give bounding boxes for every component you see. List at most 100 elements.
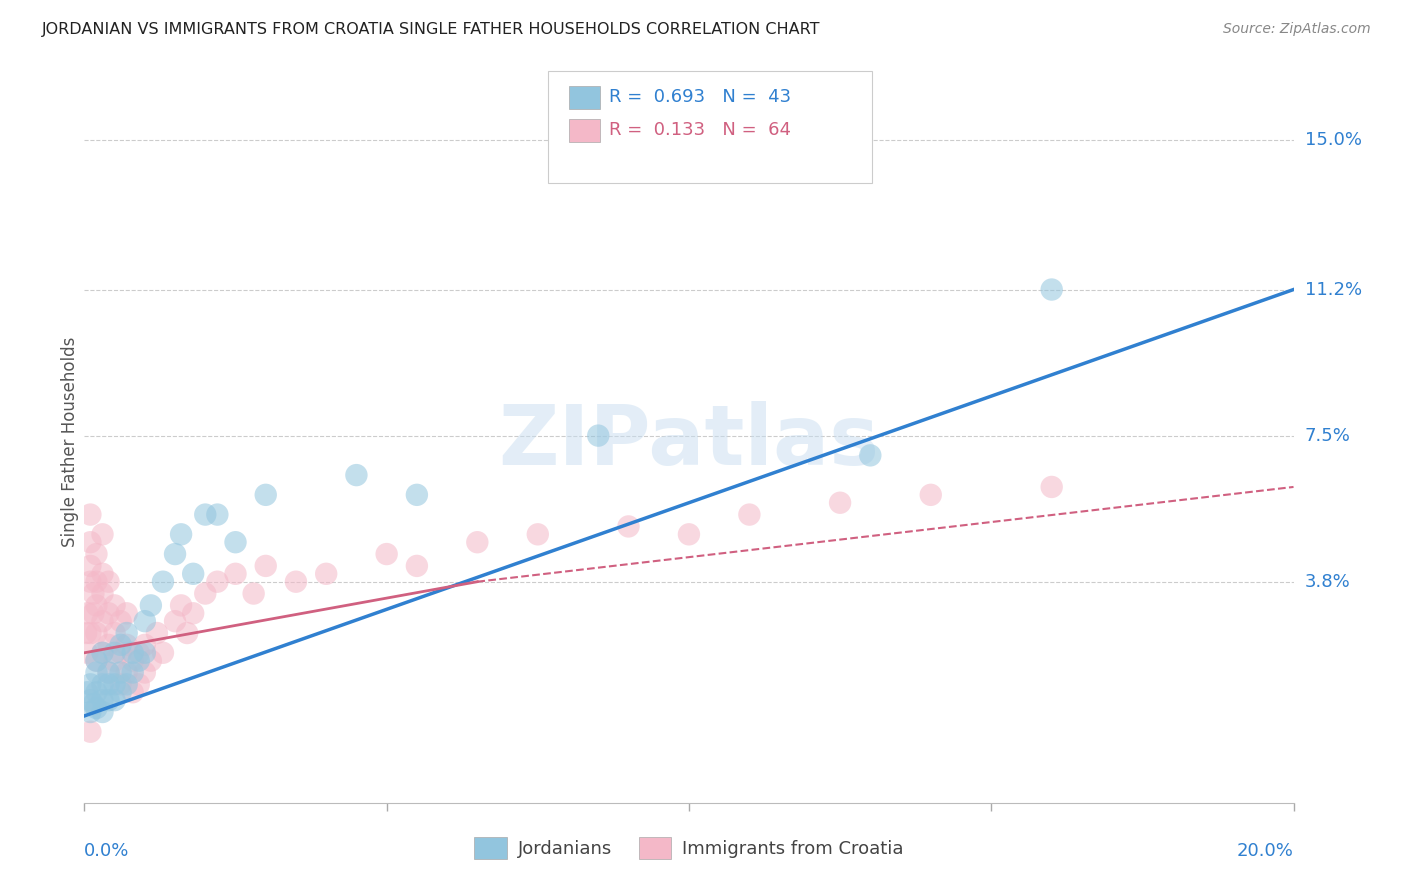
Point [375, 547, 398, 561]
Point [165, 614, 187, 628]
Point [104, 654, 127, 668]
Point [79, 705, 101, 719]
Point [115, 607, 138, 621]
Point [91, 566, 114, 581]
Point [134, 665, 156, 680]
Point [97, 665, 120, 680]
Point [225, 535, 247, 549]
Point [285, 574, 308, 589]
Text: R =  0.133   N =  64: R = 0.133 N = 64 [609, 121, 790, 139]
Point [76, 646, 98, 660]
Point [467, 535, 489, 549]
Point [82, 697, 104, 711]
Point [97, 607, 120, 621]
Point [79, 558, 101, 573]
Point [79, 693, 101, 707]
Point [152, 574, 174, 589]
Point [139, 599, 162, 613]
Point [315, 566, 337, 581]
Point [207, 574, 229, 589]
Point [406, 488, 429, 502]
Point [91, 693, 114, 707]
Point [82, 586, 104, 600]
Point [1040, 283, 1063, 297]
Point [79, 724, 101, 739]
Point [128, 654, 150, 668]
Point [121, 665, 143, 680]
Point [115, 638, 138, 652]
Point [859, 448, 882, 462]
Point [128, 646, 150, 660]
Point [181, 566, 204, 581]
Point [86, 654, 108, 668]
Point [110, 638, 132, 652]
Point [254, 488, 277, 502]
Point [104, 646, 127, 660]
Point [91, 614, 114, 628]
Point [176, 626, 198, 640]
Point [86, 654, 108, 668]
Point [920, 488, 942, 502]
Point [242, 586, 264, 600]
Point [406, 558, 429, 573]
Point [97, 638, 120, 652]
Point [110, 646, 132, 660]
Point [86, 574, 108, 589]
Point [86, 626, 108, 640]
Point [79, 677, 101, 691]
Point [254, 558, 277, 573]
Point [194, 508, 217, 522]
Text: 11.2%: 11.2% [1305, 281, 1362, 299]
Point [115, 626, 138, 640]
Point [1040, 480, 1063, 494]
Point [346, 468, 368, 483]
Point [91, 646, 114, 660]
Point [121, 646, 143, 660]
Text: 7.5%: 7.5% [1305, 426, 1351, 444]
Point [134, 638, 156, 652]
Point [91, 646, 114, 660]
Point [139, 654, 162, 668]
Point [110, 685, 132, 699]
Point [104, 677, 127, 691]
Text: 3.8%: 3.8% [1305, 573, 1350, 591]
Point [76, 607, 98, 621]
Point [104, 599, 127, 613]
Text: 0.0%: 0.0% [84, 842, 129, 860]
Point [170, 599, 193, 613]
Point [79, 574, 101, 589]
Text: ZIPatlas: ZIPatlas [499, 401, 879, 482]
Point [91, 705, 114, 719]
Point [97, 665, 120, 680]
Point [128, 677, 150, 691]
Point [79, 535, 101, 549]
Point [194, 586, 217, 600]
Point [76, 685, 98, 699]
Point [86, 701, 108, 715]
Point [134, 646, 156, 660]
Point [110, 614, 132, 628]
Point [79, 626, 101, 640]
Point [146, 626, 169, 640]
Point [170, 527, 193, 541]
Point [115, 665, 138, 680]
Point [79, 508, 101, 522]
Text: R =  0.693   N =  43: R = 0.693 N = 43 [609, 88, 792, 106]
Point [86, 665, 108, 680]
Point [104, 626, 127, 640]
Point [86, 547, 108, 561]
Text: 15.0%: 15.0% [1305, 130, 1361, 148]
Point [104, 693, 127, 707]
Point [110, 665, 132, 680]
Point [617, 519, 640, 533]
Text: Source: ZipAtlas.com: Source: ZipAtlas.com [1223, 22, 1371, 37]
Point [121, 654, 143, 668]
Y-axis label: Single Father Households: Single Father Households [62, 336, 80, 547]
Point [152, 646, 174, 660]
Point [75, 626, 97, 640]
Point [588, 428, 610, 442]
Point [527, 527, 550, 541]
Point [82, 607, 104, 621]
Point [115, 677, 138, 691]
Text: 20.0%: 20.0% [1237, 842, 1294, 860]
